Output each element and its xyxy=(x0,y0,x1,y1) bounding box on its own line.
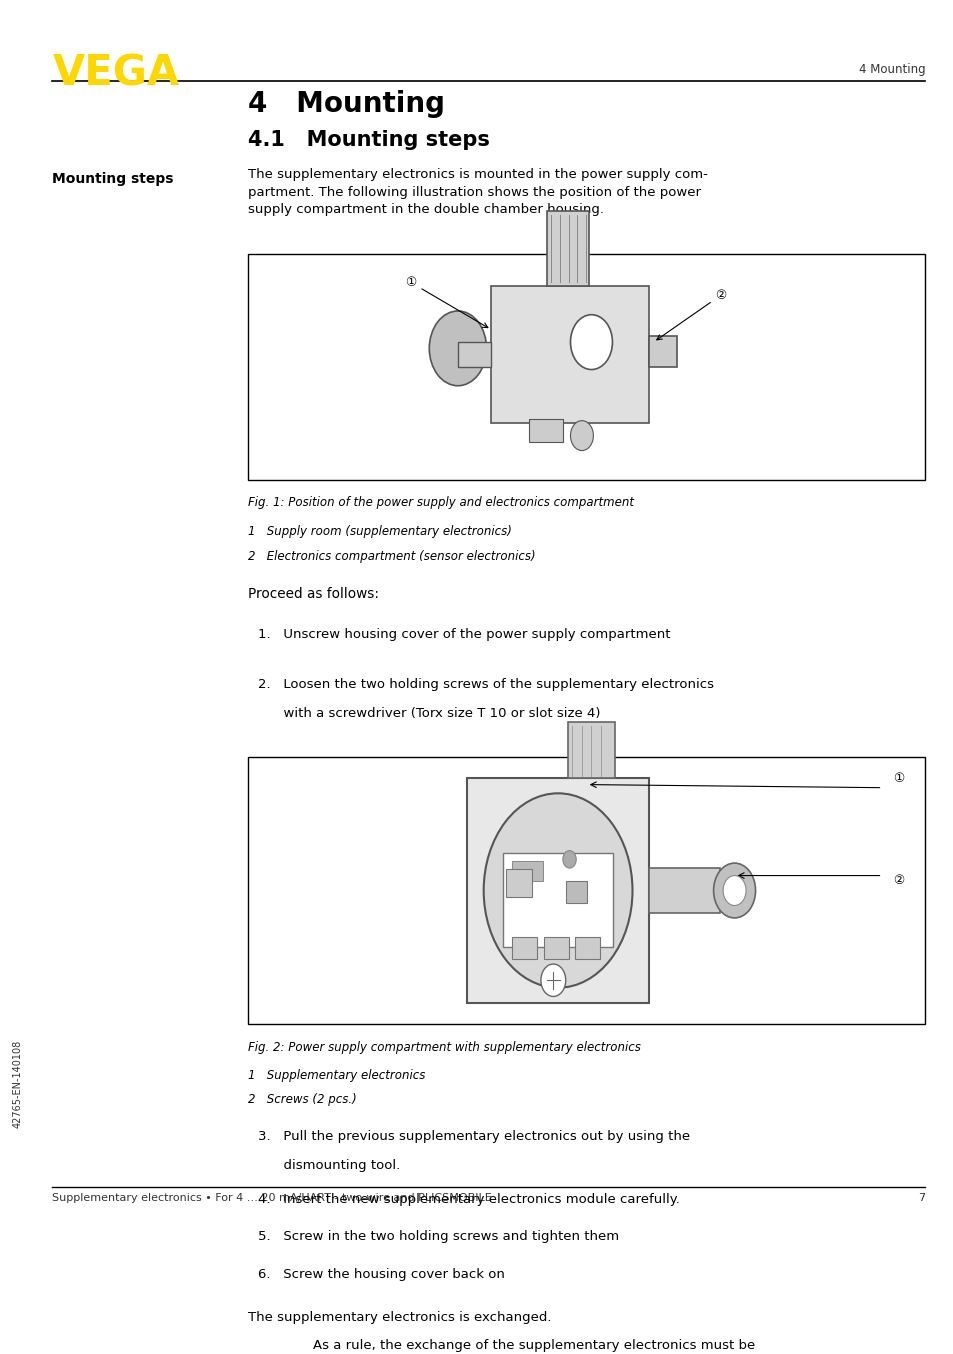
Text: Bus: Bus xyxy=(514,880,523,886)
Text: 3.   Pull the previous supplementary electronics out by using the: 3. Pull the previous supplementary elect… xyxy=(257,1131,689,1143)
FancyBboxPatch shape xyxy=(567,722,615,779)
Circle shape xyxy=(429,311,486,386)
Text: USB: USB xyxy=(570,890,581,894)
Text: 6.   Screw the housing cover back on: 6. Screw the housing cover back on xyxy=(257,1267,504,1281)
Text: Fig. 1: Position of the power supply and electronics compartment: Fig. 1: Position of the power supply and… xyxy=(248,496,634,509)
Text: ②: ② xyxy=(892,875,903,887)
Text: with a screwdriver (Torx size T 10 or slot size 4): with a screwdriver (Torx size T 10 or sl… xyxy=(257,707,599,720)
FancyBboxPatch shape xyxy=(512,937,537,959)
Circle shape xyxy=(570,421,593,451)
Text: Mounting steps: Mounting steps xyxy=(52,172,173,185)
Text: 7: 7 xyxy=(918,1193,924,1202)
Text: 4.1   Mounting steps: 4.1 Mounting steps xyxy=(248,130,490,150)
Text: M-Card: M-Card xyxy=(517,868,536,873)
FancyBboxPatch shape xyxy=(505,869,532,896)
Circle shape xyxy=(540,964,565,997)
FancyBboxPatch shape xyxy=(546,211,588,286)
FancyBboxPatch shape xyxy=(248,757,924,1025)
Text: VEGA: VEGA xyxy=(52,53,179,95)
Text: 2(-): 2(-) xyxy=(550,945,559,951)
Text: Proceed as follows:: Proceed as follows: xyxy=(248,588,378,601)
Text: 2   Screws (2 pcs.): 2 Screws (2 pcs.) xyxy=(248,1093,356,1106)
Text: dismounting tool.: dismounting tool. xyxy=(257,1159,399,1173)
FancyBboxPatch shape xyxy=(248,255,924,479)
Text: ①: ① xyxy=(892,773,903,785)
Text: 1   Supply room (supplementary electronics): 1 Supply room (supplementary electronics… xyxy=(248,525,512,538)
Circle shape xyxy=(252,1334,297,1354)
Text: 5.   Screw in the two holding screws and tighten them: 5. Screw in the two holding screws and t… xyxy=(257,1231,618,1243)
FancyBboxPatch shape xyxy=(512,861,542,880)
Circle shape xyxy=(713,862,755,918)
FancyBboxPatch shape xyxy=(543,937,568,959)
Text: 4   Mounting: 4 Mounting xyxy=(248,89,444,118)
Text: As a rule, the exchange of the supplementary electronics must be
documented inte: As a rule, the exchange of the supplemen… xyxy=(313,1339,755,1354)
Circle shape xyxy=(722,876,745,906)
FancyBboxPatch shape xyxy=(467,779,648,1003)
Text: Supplementary electronics • For 4 … 20 mA/HART - two-wire and PLICSMOBILE: Supplementary electronics • For 4 … 20 m… xyxy=(52,1193,492,1202)
Text: 2.   Loosen the two holding screws of the supplementary electronics: 2. Loosen the two holding screws of the … xyxy=(257,678,713,691)
FancyBboxPatch shape xyxy=(648,868,720,913)
Text: Fig. 2: Power supply compartment with supplementary electronics: Fig. 2: Power supply compartment with su… xyxy=(248,1041,640,1053)
Text: 4 Mounting: 4 Mounting xyxy=(858,64,924,76)
Text: 42765-EN-140108: 42765-EN-140108 xyxy=(12,1040,22,1128)
Circle shape xyxy=(483,793,632,987)
FancyBboxPatch shape xyxy=(457,343,491,367)
FancyBboxPatch shape xyxy=(648,336,677,367)
Text: Status: Status xyxy=(578,850,596,856)
Circle shape xyxy=(570,314,612,370)
Text: ①: ① xyxy=(405,276,487,328)
FancyBboxPatch shape xyxy=(502,853,613,946)
Text: (+)1: (+)1 xyxy=(517,945,530,951)
FancyBboxPatch shape xyxy=(491,286,648,424)
FancyBboxPatch shape xyxy=(529,420,562,441)
FancyBboxPatch shape xyxy=(575,937,599,959)
Text: ②: ② xyxy=(656,288,726,340)
Text: The supplementary electronics is exchanged.: The supplementary electronics is exchang… xyxy=(248,1311,551,1324)
Text: 1   Supplementary electronics: 1 Supplementary electronics xyxy=(248,1070,425,1082)
FancyBboxPatch shape xyxy=(565,880,586,903)
Text: 1.   Unscrew housing cover of the power supply compartment: 1. Unscrew housing cover of the power su… xyxy=(257,628,669,642)
Text: 2   Electronics compartment (sensor electronics): 2 Electronics compartment (sensor electr… xyxy=(248,550,535,563)
Text: 4.   Insert the new supplementary electronics module carefully.: 4. Insert the new supplementary electron… xyxy=(257,1193,679,1206)
Circle shape xyxy=(562,850,576,868)
Text: Tool: Tool xyxy=(578,869,589,875)
Text: The supplementary electronics is mounted in the power supply com-
partment. The : The supplementary electronics is mounted… xyxy=(248,168,707,217)
